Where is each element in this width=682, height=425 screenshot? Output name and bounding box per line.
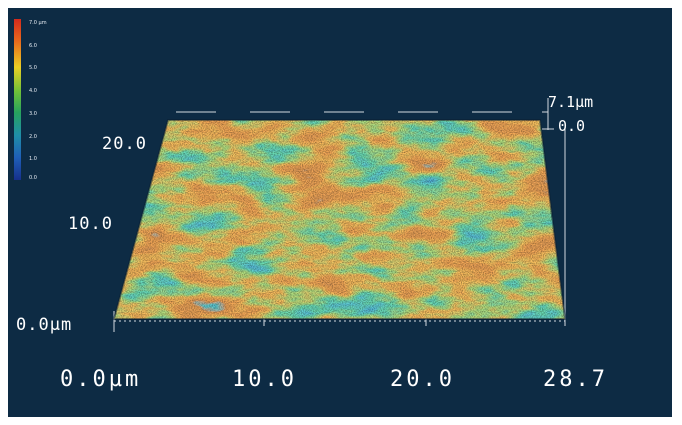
x-tick-label: 10.0 — [232, 367, 297, 392]
grid-frame — [113, 98, 566, 332]
z-max-label: 7.1µm — [548, 93, 594, 111]
scale-label: 4.0 — [29, 88, 37, 94]
scale-label: 1.0 — [29, 156, 37, 162]
y-tick-label-origin: 0.0µm — [16, 315, 73, 335]
color-scale-bar — [14, 19, 21, 180]
microscope-viewport: 7.0 µm 6.0 5.0 4.0 3.0 2.0 1.0 0.0 7.1µm… — [8, 8, 672, 417]
scale-label-min: 0.0 — [29, 175, 37, 181]
scale-label: 5.0 — [29, 65, 37, 71]
scale-label: 3.0 — [29, 111, 37, 117]
scale-label-max: 7.0 µm — [29, 20, 47, 26]
scale-label: 2.0 — [29, 134, 37, 140]
surface-edge — [112, 119, 567, 320]
x-tick-label-origin: 0.0µm — [60, 367, 142, 392]
surface-plot — [114, 120, 565, 319]
surface-scene — [8, 8, 672, 417]
x-tick-label: 20.0 — [390, 367, 455, 392]
z-min-label: 0.0 — [558, 117, 586, 135]
y-tick-label: 20.0 — [102, 134, 147, 154]
x-tick-label-max: 28.7 — [543, 367, 608, 392]
y-tick-label: 10.0 — [68, 214, 113, 234]
scale-label: 6.0 — [29, 43, 37, 49]
